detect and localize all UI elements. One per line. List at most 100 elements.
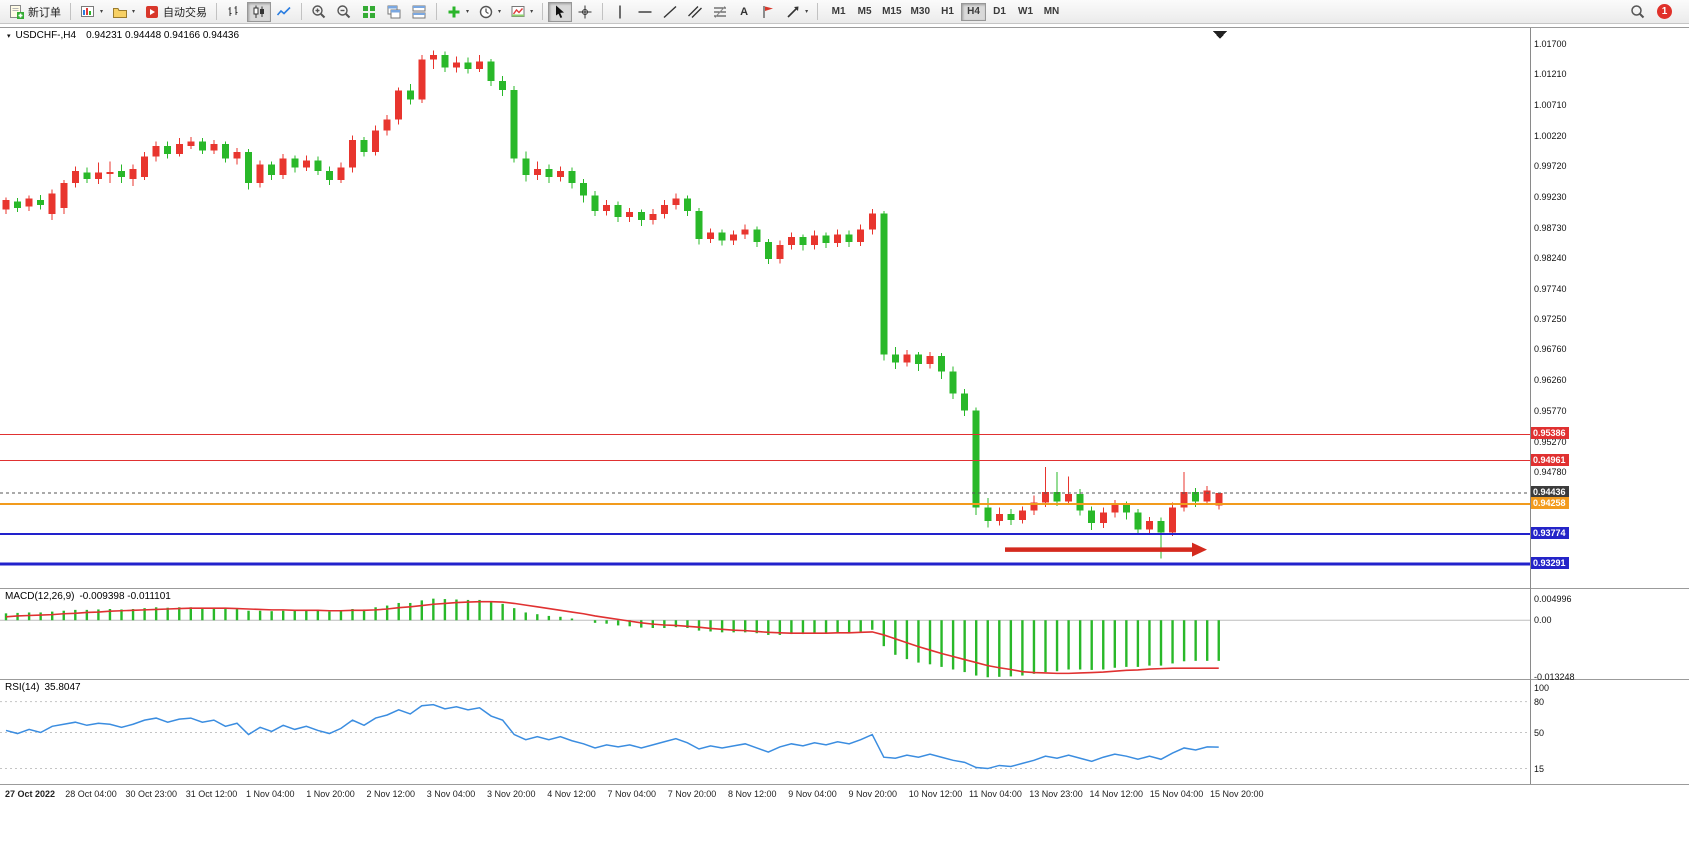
- fibonacci-icon: [714, 5, 727, 18]
- templates-button[interactable]: ▾: [506, 2, 537, 22]
- zoom-in-button[interactable]: [307, 2, 331, 22]
- macd-name: MACD(12,26,9): [5, 591, 75, 602]
- toolbar-divider: [542, 3, 544, 20]
- time-axis-label: 8 Nov 12:00: [728, 789, 777, 799]
- new-order-button[interactable]: 新订单: [5, 2, 65, 22]
- arrows-tool-button[interactable]: ▾: [781, 2, 812, 22]
- rsi-axis-label: 50: [1534, 727, 1545, 738]
- profiles-button[interactable]: ▾: [108, 2, 139, 22]
- notification-badge[interactable]: 1: [1657, 4, 1672, 19]
- trendline-icon: [663, 5, 677, 18]
- chart-title: ▾ USDCHF-,H4 0.94231 0.94448 0.94166 0.9…: [7, 30, 239, 41]
- timeframe-m5-button[interactable]: M5: [857, 6, 872, 17]
- cascade-windows-icon: [387, 5, 401, 18]
- text-tool-icon: A: [740, 5, 749, 18]
- time-axis-label: 9 Nov 04:00: [788, 789, 837, 799]
- zoom-in-icon: [312, 4, 326, 18]
- vertical-line-tool-button[interactable]: [608, 2, 632, 22]
- candlestick-mode-button[interactable]: [247, 1, 272, 22]
- auto-trading-button[interactable]: 自动交易: [140, 2, 211, 22]
- channel-tool-button[interactable]: [683, 2, 707, 22]
- rsi-canvas[interactable]: [0, 681, 1530, 784]
- macd-canvas[interactable]: [0, 590, 1530, 679]
- timeframe-w1-button[interactable]: W1: [1018, 6, 1033, 17]
- rsi-axis-label: 100: [1534, 683, 1550, 693]
- periods-button[interactable]: ▾: [474, 2, 505, 22]
- price-axis-label: 0.95770: [1534, 405, 1567, 416]
- ohlc-values-label: 0.94231 0.94448 0.94166 0.94436: [86, 30, 240, 41]
- time-axis-label: 13 Nov 23:00: [1029, 789, 1083, 799]
- rsi-label: RSI(14) 35.8047: [5, 682, 81, 693]
- price-chart-canvas[interactable]: [0, 28, 1530, 588]
- panel-separator[interactable]: [0, 679, 1689, 680]
- zoom-out-icon: [337, 4, 351, 18]
- horizontal-line-tool-button[interactable]: [633, 2, 657, 22]
- text-tool-button[interactable]: A: [733, 2, 755, 22]
- label-tool-button[interactable]: [756, 2, 780, 22]
- timeframe-h4-button[interactable]: H4: [961, 2, 986, 21]
- timeframe-h1-button[interactable]: H1: [941, 6, 954, 17]
- toolbar-divider: [216, 3, 218, 20]
- time-axis-label: 31 Oct 12:00: [185, 789, 238, 799]
- crosshair-icon: [578, 5, 592, 18]
- rsi-value: 35.8047: [44, 682, 81, 693]
- price-axis-label: 0.99720: [1534, 161, 1567, 172]
- price-scale[interactable]: 1.01700 1.01210 1.00710 1.00220 0.99720 0.992…: [1531, 24, 1689, 824]
- macd-axis-label: -0.013248: [1534, 672, 1575, 683]
- timeframe-m15-button[interactable]: M15: [882, 6, 902, 17]
- timeframe-m30-button[interactable]: M30: [910, 6, 930, 17]
- cascade-windows-button[interactable]: [382, 2, 406, 22]
- search-button[interactable]: [1626, 2, 1650, 22]
- macd-label: MACD(12,26,9) -0.009398 -0.011101: [5, 591, 171, 602]
- time-axis-label: 7 Nov 04:00: [607, 789, 657, 799]
- trendline-tool-button[interactable]: [658, 2, 682, 22]
- time-axis[interactable]: 27 Oct 2022 28 Oct 04:00 30 Oct 23:00 31 Oc…: [0, 787, 1530, 805]
- bar-chart-mode-button[interactable]: [222, 2, 246, 22]
- time-axis-label: 15 Nov 20:00: [1210, 789, 1264, 799]
- vertical-line-icon: [619, 5, 621, 18]
- price-axis-label: 1.00710: [1534, 100, 1567, 111]
- rsi-axis-label: 80: [1534, 696, 1545, 707]
- new-chart-button[interactable]: ▾: [76, 2, 107, 22]
- time-axis-label: 9 Nov 20:00: [848, 789, 898, 799]
- time-axis-label: 10 Nov 12:00: [908, 789, 963, 799]
- time-axis-label: 28 Oct 04:00: [65, 789, 117, 799]
- chevron-down-icon: ▾: [132, 9, 136, 15]
- cursor-tool-button[interactable]: [548, 1, 573, 22]
- main-toolbar: 新订单 ▾ ▾ 自动交易 ▾ ▾: [0, 0, 1689, 24]
- line-chart-mode-button[interactable]: [272, 2, 296, 22]
- ohlc-bars-icon: [228, 5, 238, 16]
- toolbar-divider: [301, 3, 303, 20]
- symbol-period-label: USDCHF-,H4: [15, 30, 77, 41]
- timeframe-m1-button[interactable]: M1: [831, 6, 846, 17]
- price-line-badge: 0.93774: [1531, 526, 1569, 539]
- price-line-badge: 0.94258: [1531, 497, 1569, 510]
- timeframe-mn-button[interactable]: MN: [1043, 6, 1060, 17]
- price-axis-label: 0.97250: [1534, 314, 1567, 325]
- chart-top-border: [0, 27, 1689, 28]
- macd-axis-label: 0.00: [1534, 615, 1552, 626]
- panel-separator[interactable]: [0, 588, 1689, 589]
- fibonacci-tool-button[interactable]: [708, 2, 732, 22]
- time-axis-label: 7 Nov 20:00: [667, 789, 717, 799]
- time-axis-label: 11 Nov 04:00: [969, 789, 1022, 799]
- candlestick-icon: [253, 5, 265, 18]
- time-axis-label: 14 Nov 12:00: [1089, 789, 1144, 799]
- chart-menu-icon[interactable]: ▾: [7, 32, 11, 40]
- panel-separator: [0, 784, 1689, 785]
- crosshair-tool-button[interactable]: [573, 2, 597, 22]
- chevron-down-icon: ▾: [498, 9, 502, 15]
- price-axis-label: 1.01700: [1534, 39, 1567, 50]
- price-axis-label: 1.01210: [1534, 69, 1567, 80]
- time-axis-label: 30 Oct 23:00: [125, 789, 178, 799]
- zoom-out-button[interactable]: [332, 2, 356, 22]
- tile-windows-button[interactable]: [357, 2, 381, 22]
- arrange-windows-button[interactable]: [407, 2, 431, 22]
- time-axis-label: 3 Nov 20:00: [487, 789, 536, 799]
- time-axis-label: 15 Nov 04:00: [1149, 789, 1204, 799]
- chart-window: ▾ USDCHF-,H4 0.94231 0.94448 0.94166 0.9…: [0, 24, 1689, 866]
- rsi-name: RSI(14): [5, 682, 40, 693]
- timeframe-d1-button[interactable]: D1: [993, 6, 1006, 17]
- price-line-badge: 0.94436: [1531, 486, 1569, 499]
- indicators-button[interactable]: ▾: [442, 2, 473, 22]
